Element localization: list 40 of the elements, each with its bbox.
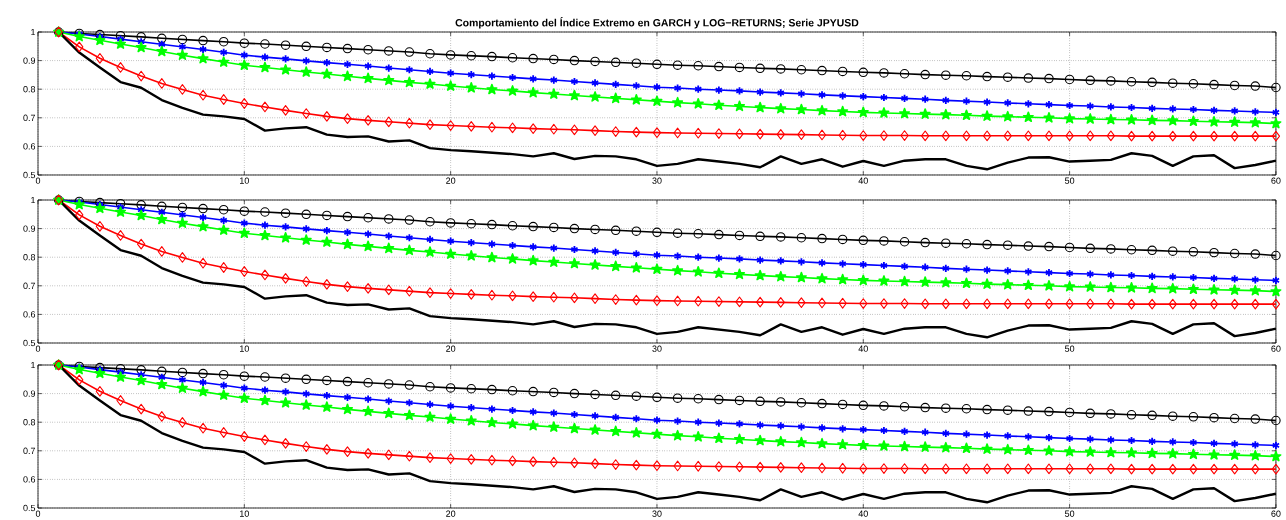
x-tick-label: 60	[1271, 345, 1281, 352]
x-tick-label: 20	[446, 177, 456, 184]
x-tick-label: 50	[1064, 177, 1075, 184]
y-tick-label: 1	[31, 196, 36, 204]
x-tick-label: 60	[1271, 177, 1281, 184]
x-tick-label: 20	[446, 510, 456, 517]
y-tick-label: 0.5	[23, 504, 36, 512]
y-tick-label: 0.8	[23, 254, 36, 261]
y-tick-label: 0.7	[23, 447, 36, 454]
x-tick-label: 40	[858, 177, 868, 184]
y-tick-label: 0.9	[23, 390, 36, 397]
x-tick-label: 40	[858, 510, 868, 517]
x-tick-label: 10	[240, 177, 249, 184]
y-tick-label: 0.6	[23, 143, 36, 150]
x-tick-label: 30	[652, 177, 662, 184]
x-tick-label: 30	[652, 510, 662, 517]
y-tick-label: 0.8	[23, 86, 36, 93]
y-tick-label: 0.9	[23, 225, 36, 232]
x-tick-label: 60	[1271, 510, 1281, 517]
y-tick-label: 0.7	[23, 282, 36, 289]
y-tick-label: 0.6	[23, 311, 36, 318]
y-tick-label: 0.9	[23, 57, 36, 64]
y-tick-label: 1	[31, 361, 36, 369]
x-tick-label: 30	[652, 345, 662, 352]
y-tick-label: 0.7	[23, 114, 36, 121]
x-tick-label: 50	[1064, 510, 1075, 517]
y-tick-label: 1	[31, 28, 36, 36]
y-tick-label: 0.8	[23, 419, 36, 426]
x-tick-label: 10	[240, 345, 249, 352]
y-tick-label: 0.5	[23, 339, 36, 347]
x-tick-label: 20	[446, 345, 456, 352]
y-tick-label: 0.6	[23, 476, 36, 483]
x-tick-label: 50	[1064, 345, 1075, 352]
x-tick-label: 10	[240, 510, 249, 517]
x-tick-label: 0	[35, 510, 41, 517]
x-tick-label: 0	[35, 177, 41, 184]
x-tick-label: 0	[35, 345, 41, 352]
chart-title: Comportamiento del Índice Extremo en GARCH y LOG−RETURNS; Serie JPYUSD	[455, 17, 859, 29]
y-tick-label: 0.5	[23, 171, 36, 179]
x-tick-label: 40	[858, 345, 868, 352]
